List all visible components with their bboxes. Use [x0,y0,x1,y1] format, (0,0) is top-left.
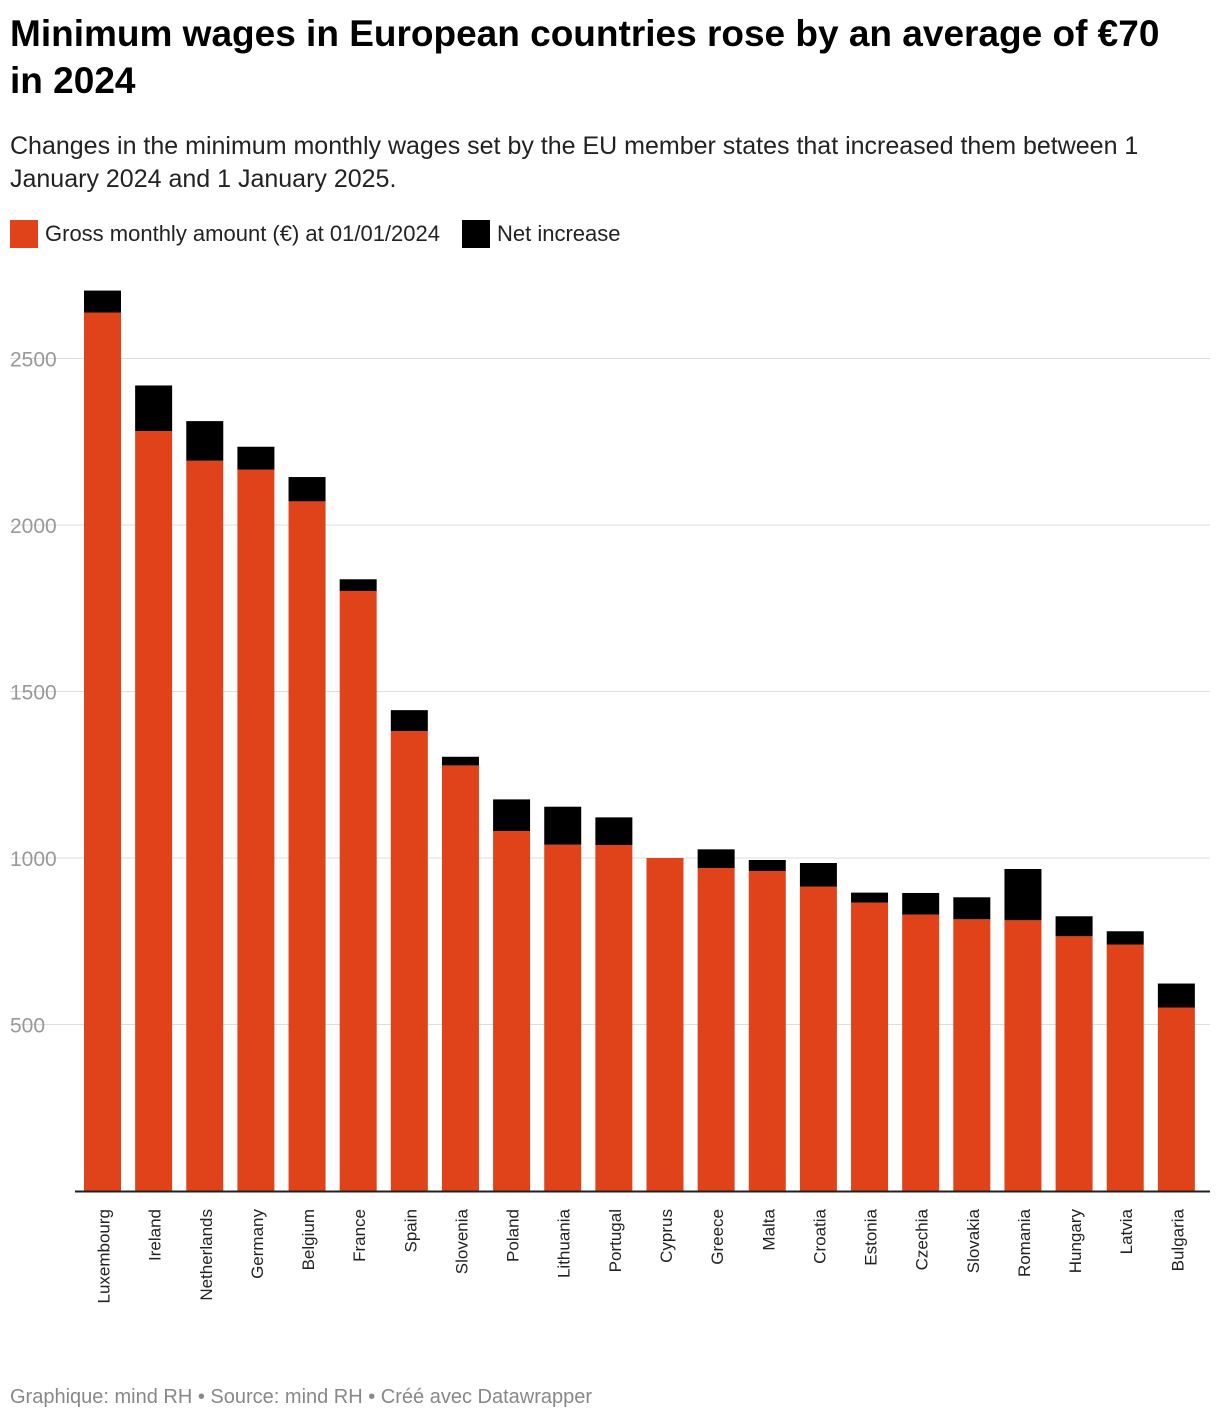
bar-gross [1106,944,1144,1191]
x-tick-label: Latvia [1117,1208,1136,1254]
bar-increase [237,446,275,470]
bar-increase [84,290,121,313]
x-tick-label: Malta [759,1208,778,1250]
bar-gross [84,312,121,1191]
bar-increase [186,421,224,461]
bar-gross [186,460,224,1191]
x-tick-label: France [350,1209,369,1262]
x-tick-label: Spain [401,1209,420,1252]
x-tick-label: Lithuania [555,1208,574,1278]
bar-increase [493,799,531,832]
x-tick-label: Greece [708,1209,727,1265]
footer-credits: Graphique: mind RH • Source: mind RH • C… [10,1386,593,1408]
bar-gross [799,886,837,1191]
bar-gross [339,590,377,1191]
x-tick-label: Croatia [810,1208,829,1263]
bar-gross [1157,1007,1195,1191]
x-tick-label: Slovakia [964,1208,983,1273]
bar-gross [595,845,633,1191]
bar-increase [1157,983,1195,1008]
bar-increase [288,477,326,502]
x-tick-label: Portugal [606,1209,625,1272]
bar-increase [595,817,633,846]
x-tick-label: Czechia [913,1208,932,1270]
x-tick-label: Hungary [1066,1209,1085,1274]
bar-increase [1055,916,1093,937]
legend-swatch-increase [462,220,490,248]
bar-increase [902,892,940,915]
bar-gross [135,431,173,1191]
chart-subtitle: Changes in the minimum monthly wages set… [10,132,1139,193]
legend-item-gross: Gross monthly amount (€) at 01/01/2024 [10,220,440,248]
bar-gross [390,731,428,1191]
bar-increase [390,710,428,732]
bar-increase [953,897,991,920]
legend: Gross monthly amount (€) at 01/01/2024 N… [10,220,643,248]
bar-gross [851,902,889,1191]
bar-increase [339,579,377,591]
legend-swatch-gross [10,220,38,248]
bar-gross [544,844,582,1191]
bar-gross [697,867,735,1191]
x-tick-label: Belgium [299,1209,318,1270]
bar-gross [1055,936,1093,1191]
x-tick-label: Ireland [146,1209,165,1261]
bar-increase [748,859,786,871]
x-tick-label: Cyprus [657,1209,676,1263]
bar-increase [799,862,837,887]
bar-gross [288,501,326,1191]
bar-increase [441,756,479,766]
x-tick-label: Luxembourg [95,1209,114,1304]
x-tick-label: Estonia [862,1208,881,1265]
bar-gross [646,858,684,1191]
bar-increase [697,849,735,868]
legend-item-increase: Net increase [462,220,621,248]
y-tick-label: 2500 [10,349,57,372]
y-tick-label: 500 [10,1015,45,1038]
bar-increase [135,385,173,432]
bar-chart: 500 1000 1500 2000 2500 Luxembourg Ireland Neth… [10,290,1210,1304]
bar-increase [851,892,889,903]
legend-label-increase: Net increase [497,221,621,246]
legend-label-gross: Gross monthly amount (€) at 01/01/2024 [45,221,440,246]
x-tick-label: Germany [248,1209,267,1279]
x-tick-label: Poland [504,1209,523,1262]
bar-increase [544,806,582,845]
bar-increase [1106,931,1144,945]
bar-gross [953,919,991,1191]
x-tick-label: Bulgaria [1168,1208,1187,1271]
bar-gross [493,831,531,1191]
x-tick-label: Slovenia [452,1208,471,1274]
bar-gross [748,870,786,1191]
bar-gross [441,765,479,1191]
x-tick-label: Romania [1015,1208,1034,1277]
bar-increase [1004,868,1042,921]
x-tick-label: Netherlands [197,1209,216,1301]
y-tick-label: 1000 [10,848,57,871]
bar-gross [1004,920,1042,1191]
bar-gross [902,914,940,1191]
y-tick-label: 1500 [10,682,57,705]
y-tick-label: 2000 [10,515,57,538]
chart-title: Minimum wages in European countries rose… [10,13,1160,101]
bar-gross [237,469,275,1191]
